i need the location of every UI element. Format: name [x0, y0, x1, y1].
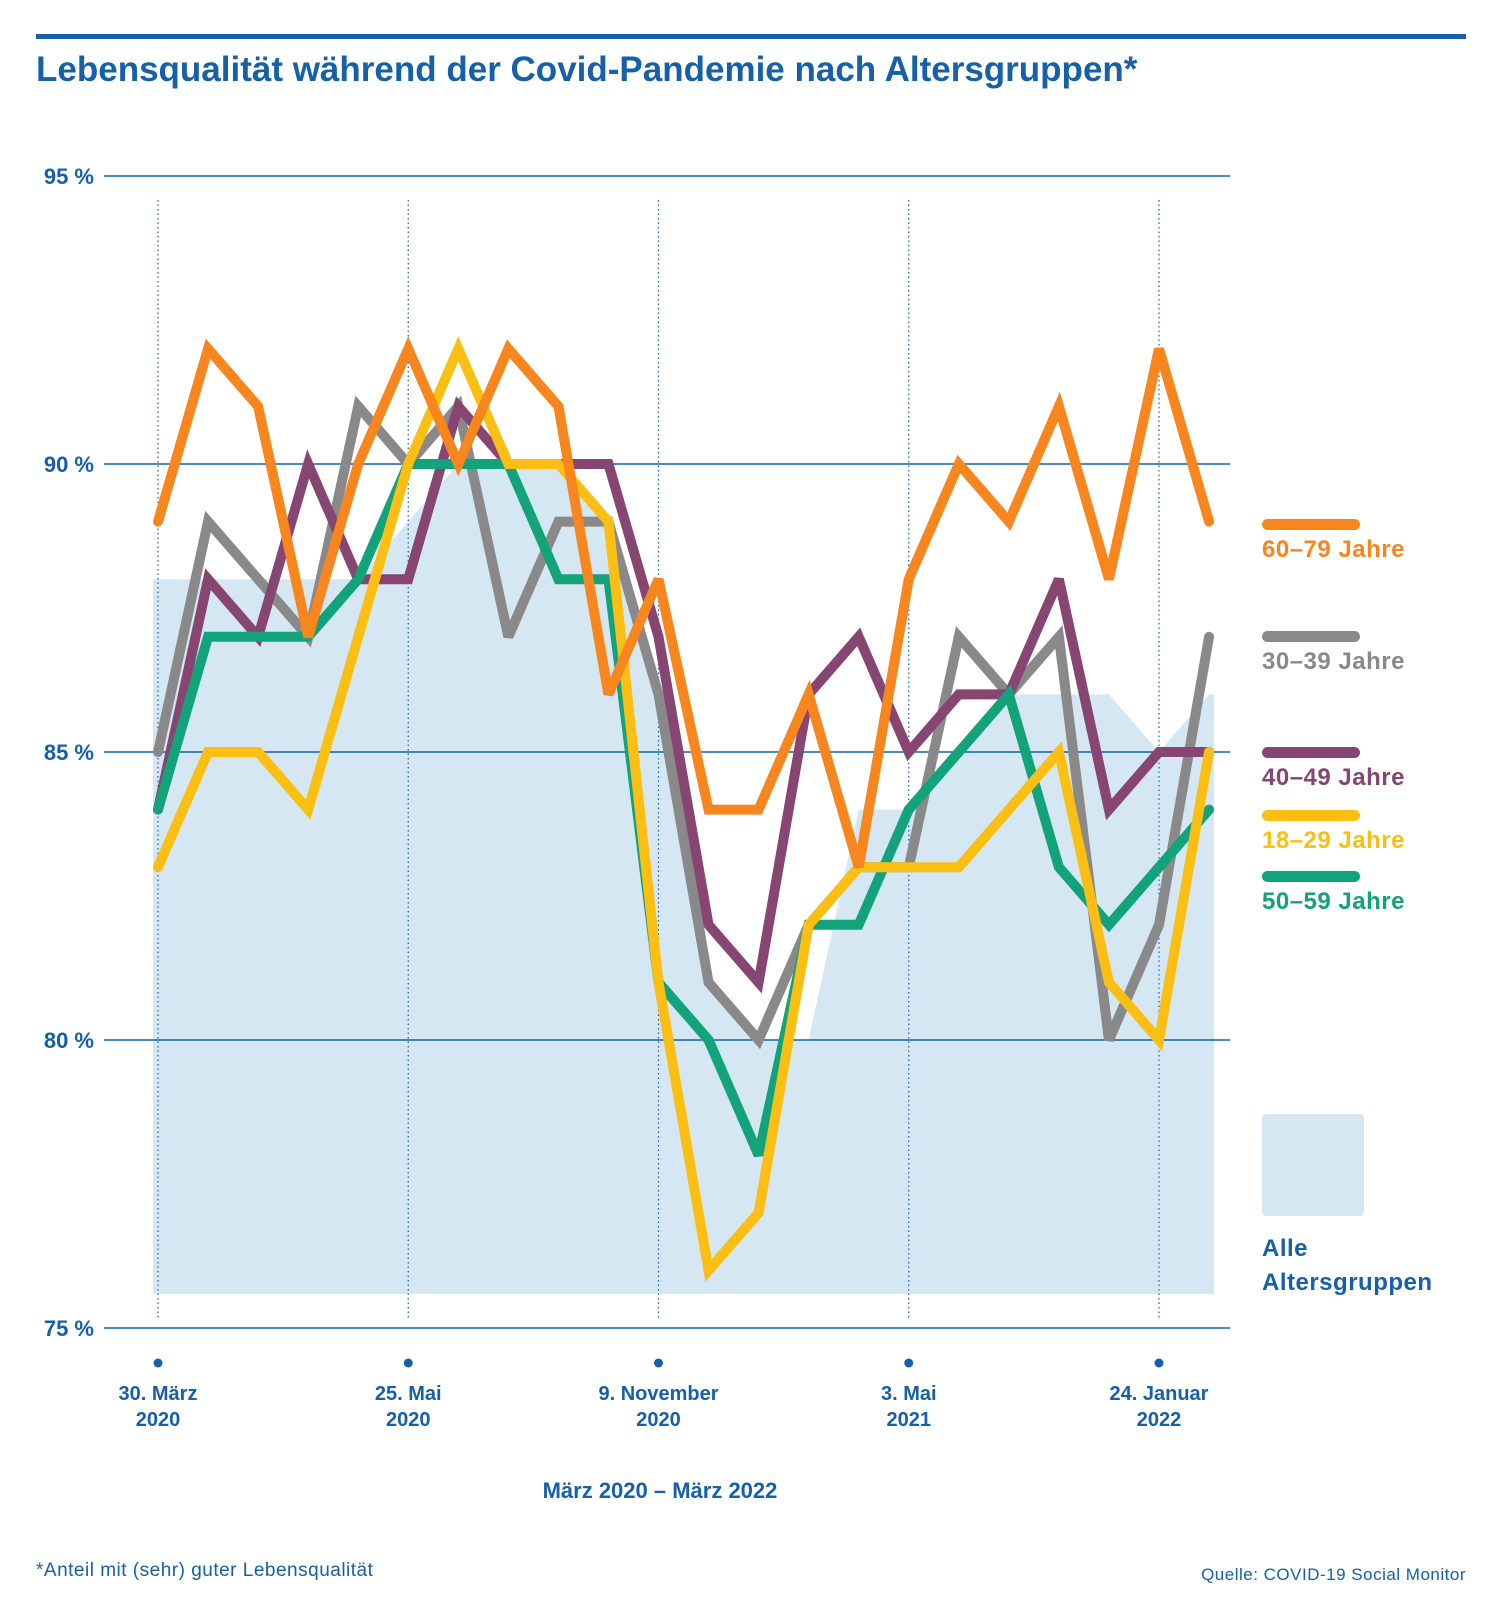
series-line-18-29 [153, 336, 1215, 1282]
legend-label-all-groups: Alle Altersgruppen [1262, 1232, 1433, 1300]
x-tick-dot [403, 1358, 413, 1368]
x-tick-label: 2020 [136, 1409, 181, 1431]
area-all-age-groups [153, 464, 1215, 1294]
legend-entry-18-29: 18–29 Jahre [1262, 810, 1405, 855]
x-tick-label: 9. November [598, 1383, 718, 1405]
legend-swatch [1262, 747, 1360, 758]
x-tick-label: 2021 [887, 1409, 932, 1431]
legend-label: 18–29 Jahre [1262, 827, 1405, 854]
legend-swatch-all-groups [1262, 1114, 1364, 1216]
y-tick-label: 85 % [44, 740, 94, 765]
legend-all-line-1: Alle [1262, 1235, 1309, 1262]
x-tick-label: 24. Januar [1110, 1383, 1209, 1405]
legend-swatch [1262, 810, 1360, 821]
legend-swatch [1262, 871, 1360, 882]
legend-label: 50–59 Jahre [1262, 888, 1405, 915]
x-tick-dot [654, 1358, 663, 1368]
legend-swatch [1262, 519, 1360, 530]
legend-entry-60-79: 60–79 Jahre [1262, 519, 1405, 564]
x-tick-label: 2022 [1137, 1409, 1182, 1431]
x-tick-dot [904, 1358, 914, 1368]
legend-entry-40-49: 40–49 Jahre [1262, 747, 1405, 792]
y-tick-label: 75 % [44, 1316, 94, 1341]
x-tick-label: 2020 [386, 1409, 431, 1431]
x-tick-label: 2020 [636, 1409, 681, 1431]
legend-entry-30-39: 30–39 Jahre [1262, 631, 1405, 676]
y-tick-label: 95 % [44, 164, 94, 189]
y-tick-label: 90 % [44, 452, 94, 477]
legend-label: 30–39 Jahre [1262, 648, 1405, 675]
footnote: *Anteil mit (sehr) guter Lebensqualität [36, 1560, 374, 1581]
legend-all-line-2: Altersgruppen [1262, 1269, 1433, 1296]
x-axis-title: März 2020 – März 2022 [542, 1478, 778, 1503]
y-tick-label: 80 % [44, 1028, 94, 1053]
x-tick-dot [153, 1358, 163, 1368]
chart-title: Lebensqualität während der Covid-Pandemi… [36, 50, 1138, 89]
x-tick-label: 30. März [119, 1383, 198, 1405]
x-tick-dot [1154, 1358, 1164, 1368]
series-line-40-49 [153, 396, 1215, 994]
top-rule [36, 34, 1466, 39]
legend-label: 60–79 Jahre [1262, 536, 1405, 563]
x-tick-label: 25. Mai [375, 1383, 442, 1405]
legend-label: 40–49 Jahre [1262, 764, 1405, 791]
legend-entry-50-59: 50–59 Jahre [1262, 871, 1405, 916]
source-note: Quelle: COVID-19 Social Monitor [1201, 1565, 1466, 1584]
x-tick-label: 3. Mai [881, 1383, 937, 1405]
legend-swatch [1262, 631, 1360, 642]
series-line-60-79 [153, 336, 1215, 869]
